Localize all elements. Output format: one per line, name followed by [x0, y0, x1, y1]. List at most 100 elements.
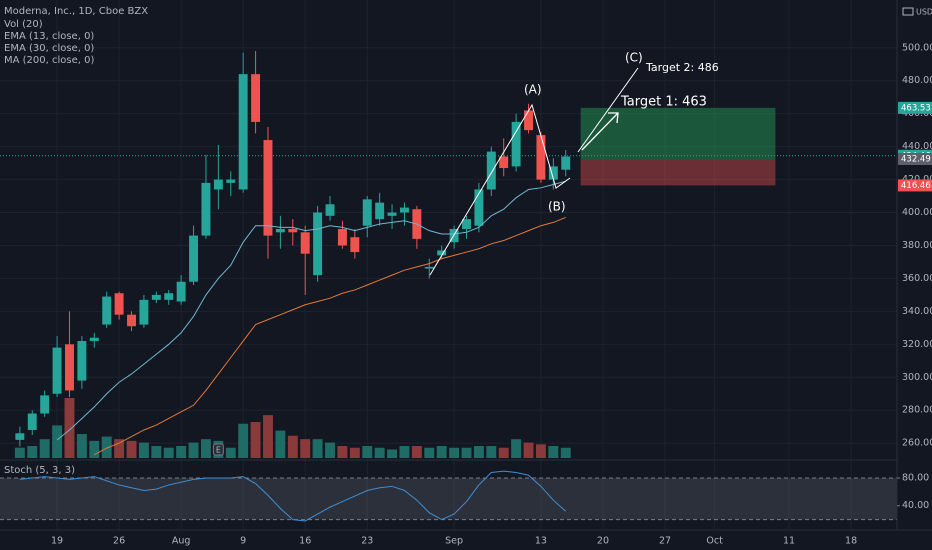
x-tick-label: 23	[361, 536, 373, 547]
wave-line-c	[577, 67, 639, 153]
wave-line	[429, 103, 571, 276]
volume-bar	[27, 446, 38, 458]
candle-body	[226, 179, 236, 183]
candle-body	[362, 199, 372, 226]
candle-body	[127, 314, 136, 327]
stoch-band	[0, 478, 897, 520]
target-arrow	[581, 112, 619, 151]
candle-body	[511, 121, 521, 167]
volume-bar	[250, 422, 261, 458]
x-tick-label: 13	[535, 536, 547, 547]
volume-bar	[486, 446, 497, 458]
candle-body	[524, 110, 533, 131]
volume-bar	[188, 442, 199, 458]
volume-bar	[275, 430, 286, 458]
ema-line	[56, 180, 566, 441]
candle-body	[486, 151, 496, 190]
chart-title: Moderna, Inc., 1D, Cboe BZX	[4, 6, 148, 17]
volume-bar	[176, 446, 187, 458]
indicator-label: Vol (20)	[4, 19, 43, 30]
indicator-label: EMA (13, close, 0)	[4, 31, 94, 42]
candle-body	[288, 229, 298, 233]
candle-body	[263, 140, 273, 236]
volume-bar	[89, 440, 100, 458]
candle-body	[213, 179, 223, 190]
price-badge	[898, 179, 932, 192]
candle-body	[561, 156, 571, 170]
x-tick-label: 11	[783, 536, 795, 547]
volume-bar	[461, 447, 472, 458]
currency-icon	[902, 7, 914, 16]
volume-bar	[114, 439, 125, 458]
target-label: Target 1: 463	[620, 95, 707, 110]
candle-body	[387, 212, 397, 216]
y-tick-label: 500.00	[902, 42, 932, 53]
x-tick-label: Oct	[706, 536, 723, 547]
y-tick-label: 440.00	[902, 141, 932, 152]
volume-bar	[523, 442, 534, 458]
candle-body	[89, 337, 99, 342]
volume-bar	[39, 439, 50, 458]
indicator-label: Stoch (5, 3, 3)	[4, 465, 75, 476]
profit-zone	[580, 107, 776, 159]
wave-label: (A)	[524, 83, 542, 97]
volume-bar	[287, 435, 298, 458]
candle-body	[15, 433, 25, 440]
volume-bar	[560, 447, 571, 458]
price-badge-label: 416.46	[901, 181, 931, 191]
candle-body	[65, 344, 74, 391]
loss-zone	[580, 158, 776, 186]
x-tick-label: Sep	[445, 536, 463, 547]
volume-bar	[138, 442, 149, 458]
candle-body	[499, 156, 509, 169]
candle-body	[350, 237, 360, 253]
volume-bar	[498, 447, 509, 458]
volume-bar	[263, 415, 273, 458]
candle-body	[424, 266, 434, 269]
candle-body	[201, 182, 211, 236]
y-tick-label: 40.00	[902, 500, 929, 511]
wave-label: (B)	[548, 200, 566, 214]
wave-label: (C)	[625, 51, 643, 65]
y-tick-label: 280.00	[902, 405, 932, 416]
candle-body	[375, 202, 385, 220]
candle-body	[399, 207, 409, 213]
volume-bar	[535, 444, 546, 458]
candle-body	[474, 189, 484, 226]
x-tick-label: 18	[845, 536, 857, 547]
x-tick-label: 20	[597, 536, 609, 547]
y-tick-label: 260.00	[902, 438, 932, 449]
candle-body	[189, 235, 199, 282]
indicator-label: EMA (30, close, 0)	[4, 43, 94, 54]
volume-bar	[151, 446, 162, 458]
y-tick-label: 360.00	[902, 273, 932, 284]
volume-bar	[548, 446, 559, 458]
volume-bar	[424, 447, 435, 458]
candle-body	[40, 395, 50, 414]
candle-body	[300, 232, 310, 254]
target-label: Target 2: 486	[645, 61, 719, 74]
volume-bar	[349, 447, 360, 458]
volume-bar	[200, 439, 211, 458]
y-tick-label: 340.00	[902, 306, 932, 317]
volume-bar	[337, 446, 348, 458]
volume-bar	[449, 447, 460, 458]
volume-bar	[14, 447, 25, 458]
x-tick-label: 19	[51, 536, 63, 547]
candle-body	[536, 135, 546, 180]
candle-body	[27, 413, 37, 430]
candle-body	[151, 294, 161, 300]
y-tick-label: 320.00	[902, 339, 932, 350]
candle-body	[139, 299, 149, 325]
volume-bar	[163, 447, 174, 458]
volume-bar	[126, 440, 137, 458]
plot	[0, 51, 897, 522]
volume-bar	[64, 398, 75, 458]
volume-bar	[325, 442, 335, 458]
candle-body	[337, 229, 347, 246]
candle-body	[462, 219, 471, 229]
currency: USD	[916, 8, 932, 17]
volume-bar	[511, 439, 522, 458]
y-tick-label: 80.00	[902, 473, 929, 484]
ema-line	[94, 217, 566, 456]
